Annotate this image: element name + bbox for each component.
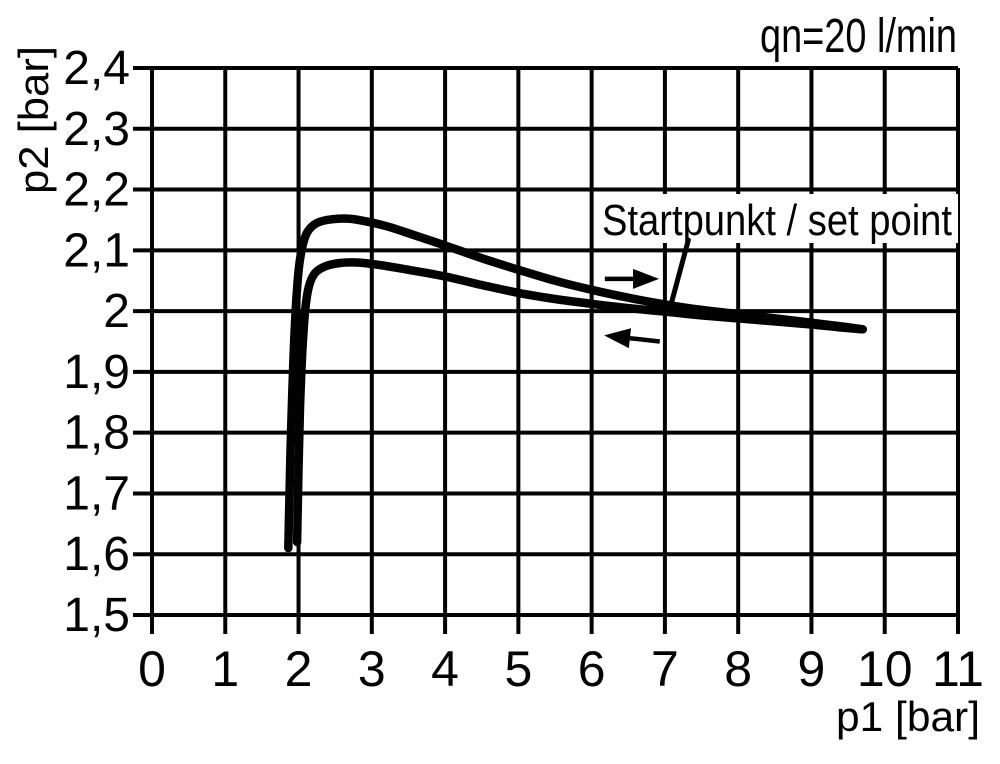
- return-curve-p1-decreasing: [292, 258, 867, 547]
- forward-curve-p1-increasing: [284, 214, 867, 553]
- x-tick-label: 5: [504, 641, 532, 697]
- x-tick-label: 3: [358, 641, 386, 697]
- x-tick-label: 11: [932, 641, 984, 697]
- x-tick-label: 6: [578, 641, 606, 697]
- set-point-label-background: [597, 194, 958, 243]
- y-tick-label: 1,7: [63, 467, 130, 520]
- x-tick-label: 10: [857, 641, 913, 697]
- y-tick-label: 1,9: [63, 346, 130, 399]
- x-tick-label: 8: [724, 641, 752, 697]
- y-tick-label: 1,5: [63, 589, 130, 642]
- x-tick-label: 7: [651, 641, 679, 697]
- annotations: [604, 237, 691, 349]
- x-tick-label: 0: [138, 641, 166, 697]
- x-tick-label: 9: [798, 641, 826, 697]
- direction-arrow-left-head: [604, 328, 632, 349]
- direction-arrow-left-shaft: [629, 336, 661, 344]
- y-axis-label: p2 [bar]: [10, 46, 57, 194]
- x-tick-label: 2: [285, 641, 313, 697]
- y-tick-label: 1,8: [63, 407, 130, 460]
- set-point-label: Startpunkt / set point: [602, 196, 952, 245]
- y-tick-label: 2,3: [63, 103, 130, 156]
- x-tick-label: 4: [431, 641, 459, 697]
- set-point-leader-line: [667, 237, 691, 311]
- curves: [284, 214, 867, 553]
- y-tick-label: 1,6: [63, 528, 130, 581]
- direction-arrow-right-head: [633, 268, 660, 289]
- y-tick-label: 2,1: [63, 224, 130, 277]
- x-axis-label: p1 [bar]: [836, 693, 980, 740]
- y-tick-label: 2: [103, 285, 130, 338]
- y-tick-label: 2,4: [63, 42, 130, 95]
- chart-title: qn=20 l/min: [760, 10, 957, 63]
- grid: 0 1 2 3 4 5 6 7 8 9 10 112,42,32,22,121,91,81,71,61…: [63, 42, 984, 697]
- y-tick-label: 2,2: [63, 164, 130, 217]
- x-tick-label: 1: [211, 641, 239, 697]
